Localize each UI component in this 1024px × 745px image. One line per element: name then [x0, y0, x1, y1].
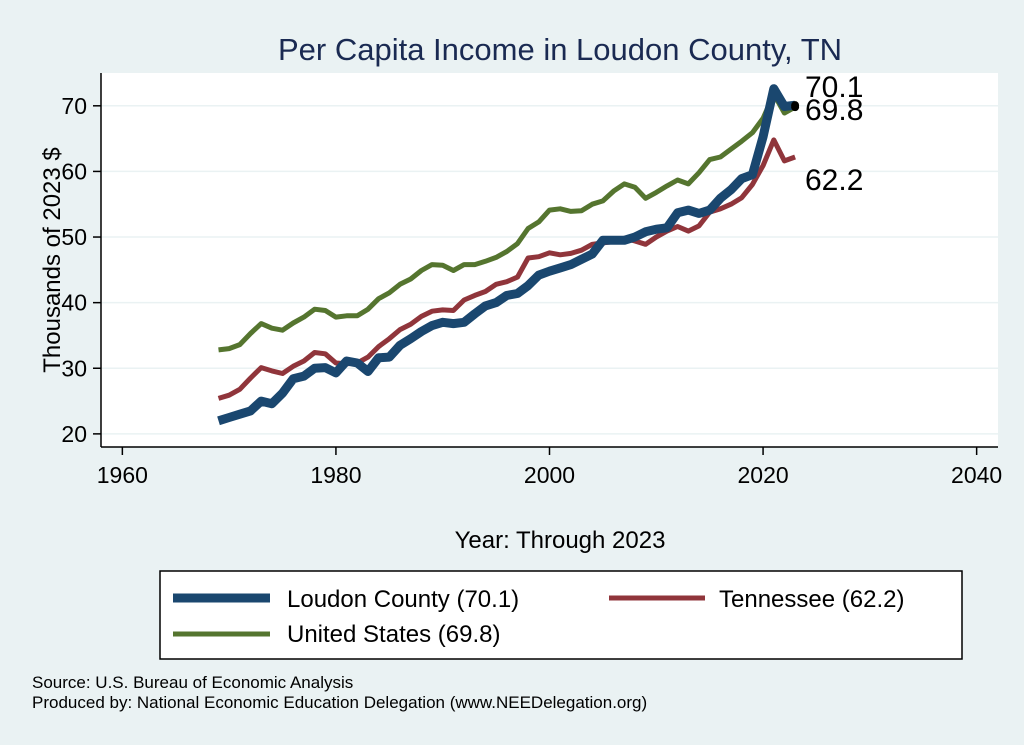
legend-label-us: United States (69.8) [287, 621, 500, 648]
series-line-us [218, 91, 797, 353]
x-axis-label: Year: Through 2023 [455, 527, 666, 554]
y-tick-label-70: 70 [61, 93, 87, 119]
x-tick-label-2020: 2020 [737, 462, 788, 488]
y-tick-label-40: 40 [61, 290, 87, 316]
plot-area [101, 73, 998, 447]
series-layer [217, 84, 800, 426]
y-ticks: 20 30 40 50 60 70 [61, 93, 101, 447]
x-tick-label-1980: 1980 [310, 462, 361, 488]
end-label-us: 69.8 [805, 94, 863, 127]
y-tick-label-50: 50 [61, 224, 87, 250]
y-axis-label: Thousands of 2023 $ [39, 147, 66, 373]
series-line-loudon [217, 84, 796, 426]
end-label-tennessee: 62.2 [805, 164, 863, 197]
legend-label-tennessee: Tennessee (62.2) [719, 586, 904, 613]
legend: Loudon County (70.1) Tennessee (62.2) Un… [159, 570, 963, 660]
y-tick-label-60: 60 [61, 158, 87, 184]
y-tick-label-30: 30 [61, 355, 87, 381]
x-tick-label-2000: 2000 [524, 462, 575, 488]
x-tick-label-2040: 2040 [951, 462, 1002, 488]
legend-box [159, 570, 963, 660]
footer-source: Source: U.S. Bureau of Economic Analysis [32, 673, 353, 692]
end-point-us [791, 103, 800, 112]
y-tick-label-20: 20 [61, 421, 87, 447]
end-label-loudon: 70.1 [805, 71, 863, 104]
gridlines [101, 105, 998, 435]
series-line-tennessee [217, 137, 796, 401]
legend-label-loudon: Loudon County (70.1) [287, 586, 519, 613]
chart-title: Per Capita Income in Loudon County, TN [278, 32, 842, 67]
x-ticks: 1960 1980 2000 2020 2040 [97, 447, 1002, 488]
footer-produced-by: Produced by: National Economic Education… [32, 693, 647, 712]
x-tick-label-1960: 1960 [97, 462, 148, 488]
